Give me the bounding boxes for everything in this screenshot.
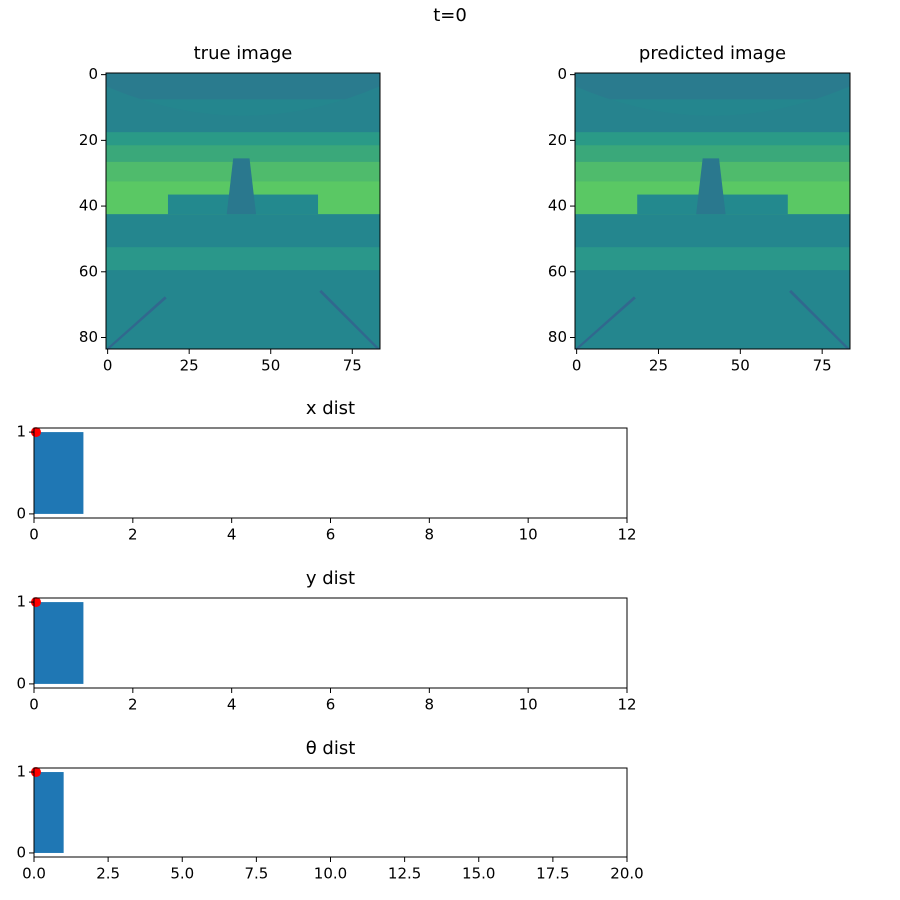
x-tick-label: 0.0: [22, 865, 46, 883]
x-tick-label: 8: [425, 696, 435, 714]
image: [575, 73, 850, 349]
axes-title: true image: [194, 43, 293, 64]
x-tick-label: 2: [128, 696, 138, 714]
x-tick-label: 4: [227, 526, 237, 544]
x-tick-label: 7.5: [244, 865, 268, 883]
x-tick-label: 0: [29, 696, 39, 714]
x-tick-label: 2: [128, 526, 138, 544]
x-tick-label: 10: [519, 526, 538, 544]
axes-frame: [33, 597, 628, 689]
y-tick-label: 80: [79, 328, 98, 346]
x-tick-label: 10: [519, 696, 538, 714]
y-tick-label: 80: [548, 328, 567, 346]
figure-title: t=0: [433, 5, 467, 26]
y-tick-label: 60: [548, 262, 567, 280]
x-tick-label: 0: [103, 357, 113, 375]
x-tick-label: 5.0: [170, 865, 194, 883]
axes-title: x dist: [306, 398, 355, 419]
x-tick-label: 10.0: [314, 865, 347, 883]
y-tick-label: 1: [16, 763, 26, 781]
axes-title: predicted image: [639, 43, 786, 64]
axes-frame: [33, 427, 628, 519]
x-tick-label: 15.0: [462, 865, 495, 883]
bar: [34, 432, 84, 514]
y-tick-label: 60: [79, 262, 98, 280]
x-tick-label: 6: [326, 696, 336, 714]
x-tick-label: 0: [572, 357, 582, 375]
y-tick-label: 0: [16, 504, 26, 522]
x-tick-label: 50: [261, 357, 280, 375]
x-tick-label: 12.5: [388, 865, 421, 883]
axes-frame: [574, 72, 851, 350]
y-tick-label: 40: [548, 197, 567, 215]
x-tick-label: 12: [617, 526, 636, 544]
x-tick-label: 50: [731, 357, 750, 375]
y-tick-label: 1: [16, 593, 26, 611]
y-tick-label: 0: [16, 843, 26, 861]
x-tick-label: 8: [425, 526, 435, 544]
y-tick-label: 40: [79, 197, 98, 215]
x-tick-label: 75: [343, 357, 362, 375]
y-tick-label: 20: [548, 131, 567, 149]
x-tick-label: 25: [180, 357, 199, 375]
y-tick-label: 0: [557, 65, 567, 83]
x-tick-label: 12: [617, 696, 636, 714]
bar: [34, 602, 84, 684]
x-tick-label: 20.0: [610, 865, 643, 883]
x-tick-label: 17.5: [536, 865, 569, 883]
x-tick-label: 75: [813, 357, 832, 375]
axes-title: y dist: [306, 568, 355, 589]
bar: [34, 772, 64, 853]
x-tick-label: 4: [227, 696, 237, 714]
x-tick-label: 2.5: [96, 865, 120, 883]
x-tick-label: 6: [326, 526, 336, 544]
y-tick-label: 20: [79, 131, 98, 149]
x-tick-label: 25: [649, 357, 668, 375]
axes-frame: [105, 72, 381, 350]
axes-title: θ dist: [306, 738, 356, 759]
y-tick-label: 0: [16, 674, 26, 692]
y-tick-label: 1: [16, 423, 26, 441]
axes-frame: [33, 767, 628, 858]
image: [106, 73, 380, 349]
x-tick-label: 0: [29, 526, 39, 544]
y-tick-label: 0: [88, 65, 98, 83]
